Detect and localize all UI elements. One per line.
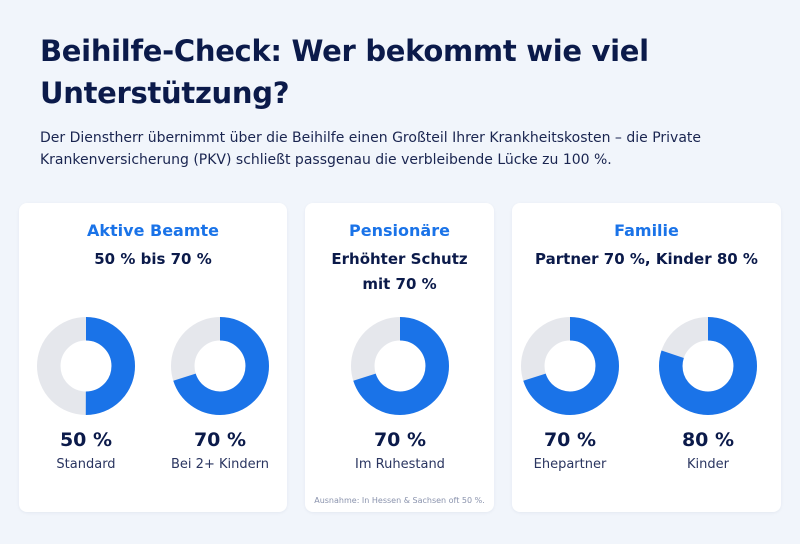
stat-label: Standard — [56, 457, 116, 472]
stat-label: Bei 2+ Kindern — [171, 457, 269, 472]
donut-fill — [171, 317, 269, 415]
card-title: Familie — [614, 221, 679, 240]
stat-label: Im Ruhestand — [355, 457, 445, 472]
stat-value: 70 % — [193, 429, 247, 451]
donut-chart — [37, 317, 135, 415]
donut-chart — [171, 317, 269, 415]
card-title: Pensionäre — [349, 221, 450, 240]
card-pensionaere: Pensionäre Erhöhter Schutz mit 70 % 70 %… — [305, 203, 494, 512]
stat-label: Kinder — [687, 457, 729, 472]
footnote: Ausnahme: In Hessen & Sachsen oft 50 %. — [314, 496, 485, 505]
page-title: Beihilfe-Check: Wer bekommt wie viel Unt… — [40, 34, 649, 110]
stat-kinder: 80 % Kinder — [643, 317, 773, 474]
stat-ruhestand: 70 % Im Ruhestand — [335, 317, 465, 474]
card-aktive-beamte: Aktive Beamte 50 % bis 70 % 50 % Standar… — [19, 203, 287, 512]
stat-value: 80 % — [681, 429, 735, 451]
donut-fill — [351, 317, 449, 415]
card-heading: Partner 70 %, Kinder 80 % — [535, 250, 758, 268]
stat-value: 50 % — [59, 429, 113, 451]
stat-ehepartner: 70 % Ehepartner — [505, 317, 635, 474]
donut-fill — [521, 317, 619, 415]
donut-chart — [351, 317, 449, 415]
stat-value: 70 % — [373, 429, 427, 451]
card-familie: Familie Partner 70 %, Kinder 80 % 70 % E… — [512, 203, 781, 512]
card-heading: Erhöhter Schutz mit 70 % — [331, 250, 468, 293]
stat-standard: 50 % Standard — [21, 317, 151, 474]
donut-fill — [659, 317, 757, 415]
card-title: Aktive Beamte — [86, 221, 220, 240]
stat-2-kinder: 70 % Bei 2+ Kindern — [155, 317, 285, 474]
stat-label: Ehepartner — [533, 457, 607, 472]
donut-fill — [37, 317, 135, 415]
card-heading: 50 % bis 70 % — [94, 250, 212, 268]
donut-chart — [659, 317, 757, 415]
page-subtitle: Der Dienstherr übernimmt über die Beihil… — [40, 130, 702, 168]
donut-chart — [521, 317, 619, 415]
stat-value: 70 % — [543, 429, 597, 451]
